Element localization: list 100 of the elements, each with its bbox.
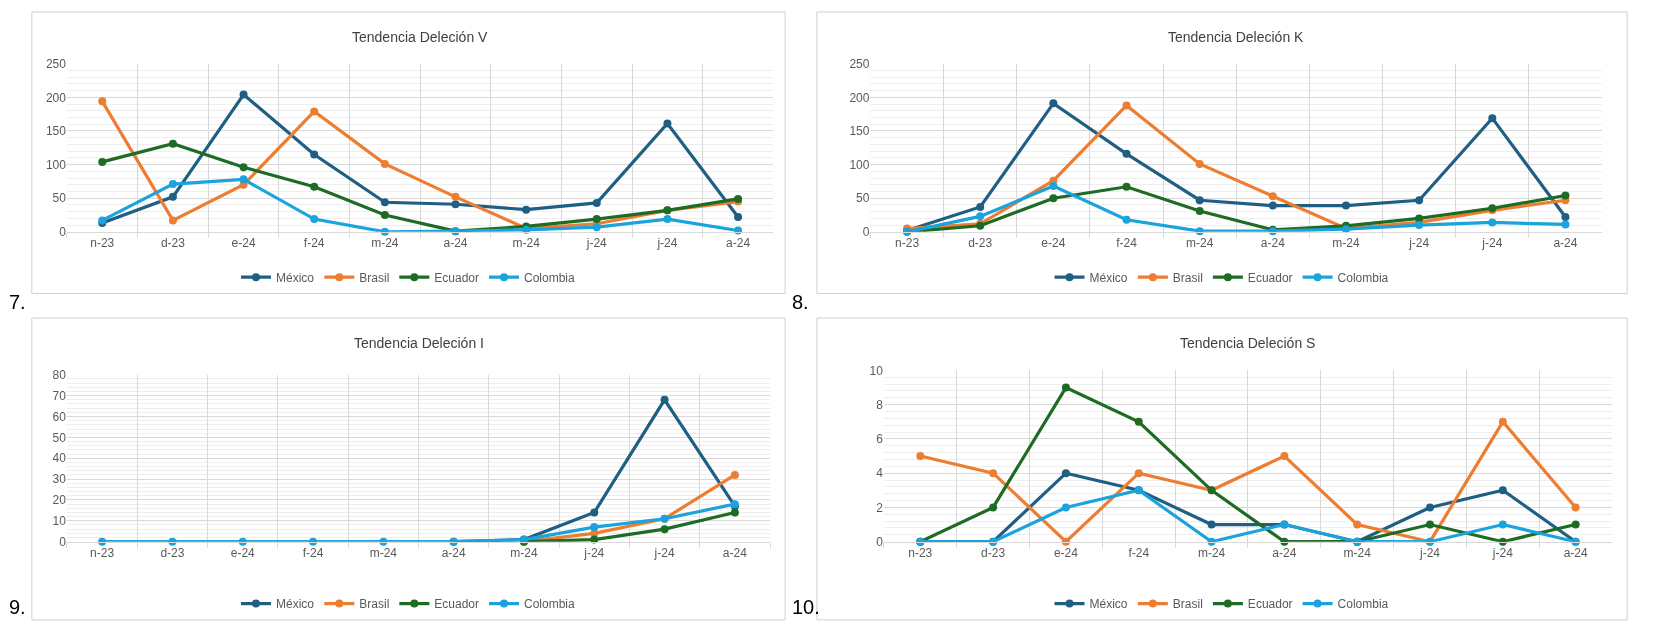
legend-label: Brasil [1172, 270, 1203, 285]
y-tick-label: 20 [52, 493, 67, 508]
x-tick-label: j-24 [583, 546, 605, 561]
point [1049, 99, 1058, 108]
x-tick-label: a-24 [1272, 546, 1297, 561]
point [592, 215, 601, 224]
x-tick-label: f-24 [1128, 546, 1150, 561]
legend-label: México [275, 270, 315, 285]
legend-label: Brasil [359, 270, 390, 285]
x-tick-label: a-24 [722, 546, 748, 561]
y-tick-label: 250 [849, 56, 870, 71]
point [1498, 520, 1507, 529]
y-tick-label: 70 [52, 388, 67, 403]
y-tick-label: 0 [59, 225, 67, 240]
y-tick-label: 200 [45, 90, 67, 105]
x-tick-label: n-23 [90, 236, 115, 251]
x-tick-label: a-24 [726, 236, 751, 251]
point [976, 212, 985, 221]
x-tick-label: j-24 [1419, 546, 1441, 561]
point [310, 182, 319, 191]
point [1195, 196, 1204, 205]
legend-label: Colombia [524, 597, 576, 612]
x-tick-label: a-24 [1553, 236, 1578, 251]
text: 10. [792, 596, 820, 618]
point [1498, 417, 1507, 426]
point [663, 215, 672, 224]
point [1049, 182, 1058, 191]
x-tick-label: m-24 [369, 546, 398, 561]
point [1498, 537, 1507, 546]
text: 7. [9, 291, 26, 313]
x-tick-label: a-24 [443, 236, 468, 251]
point [1061, 469, 1070, 478]
point [1061, 383, 1070, 392]
point [660, 395, 669, 404]
point [976, 202, 985, 211]
x-tick-label: j-24 [1491, 546, 1514, 561]
y-tick-label: 250 [45, 56, 67, 71]
y-tick-label: 60 [52, 409, 67, 424]
legend-label: Colombia [1337, 597, 1389, 612]
legend-label: México [275, 597, 315, 612]
point [592, 198, 601, 207]
y-tick-label: 6 [876, 432, 884, 447]
chart-title: Tendencia Deleción V [352, 29, 489, 45]
y-tick-label: 50 [52, 191, 67, 206]
point [1134, 469, 1143, 478]
point [310, 150, 319, 159]
point [1415, 196, 1424, 205]
x-tick-label: m-24 [510, 546, 538, 561]
legend-label: Brasil [1172, 597, 1203, 612]
x-tick-label: f-24 [302, 546, 324, 561]
point [522, 205, 531, 214]
y-tick-label: 150 [849, 124, 870, 139]
point [380, 159, 389, 168]
y-tick-label: 100 [45, 157, 67, 172]
point [380, 211, 389, 220]
point [1268, 192, 1277, 201]
point [1280, 452, 1289, 461]
x-tick-label: f-24 [303, 236, 325, 251]
point [590, 535, 599, 544]
point [1415, 214, 1424, 223]
point [660, 525, 669, 534]
y-tick-label: 150 [45, 124, 67, 139]
point [1195, 159, 1204, 168]
point [734, 213, 743, 222]
y-tick-label: 40 [52, 451, 67, 466]
x-tick-label: m-24 [371, 236, 399, 251]
point [1268, 201, 1277, 210]
y-tick-label: 30 [52, 472, 67, 487]
point [98, 97, 107, 106]
point [1571, 520, 1580, 529]
point [1195, 227, 1204, 236]
x-tick-label: n-23 [908, 546, 933, 561]
point [1426, 520, 1435, 529]
point [1122, 149, 1131, 158]
chart-title: Tendencia Deleción S [1180, 335, 1316, 351]
y-tick-label: 10 [869, 363, 884, 378]
x-tick-label: j-24 [1408, 236, 1430, 251]
y-tick-label: 8 [876, 397, 884, 412]
point [168, 216, 177, 225]
point [1561, 191, 1570, 200]
y-tick-label: 4 [876, 466, 884, 481]
x-tick-label: m-24 [1332, 236, 1360, 251]
point [730, 470, 739, 479]
point [1498, 486, 1507, 495]
point [1049, 194, 1058, 203]
legend-label: Ecuador [1247, 597, 1293, 612]
point [916, 452, 925, 461]
legend-label: Ecuador [434, 270, 480, 285]
y-tick-label: 100 [849, 157, 870, 172]
legend-label: México [1089, 597, 1128, 612]
point [590, 508, 599, 517]
point [239, 163, 248, 172]
point [663, 119, 672, 128]
legend-label: Colombia [1337, 270, 1389, 285]
point [1061, 537, 1070, 546]
x-tick-label: d-23 [160, 546, 185, 561]
text: 8. [792, 291, 809, 313]
y-tick-label: 0 [862, 225, 870, 240]
point [1122, 215, 1131, 224]
x-tick-label: d-23 [160, 236, 186, 251]
